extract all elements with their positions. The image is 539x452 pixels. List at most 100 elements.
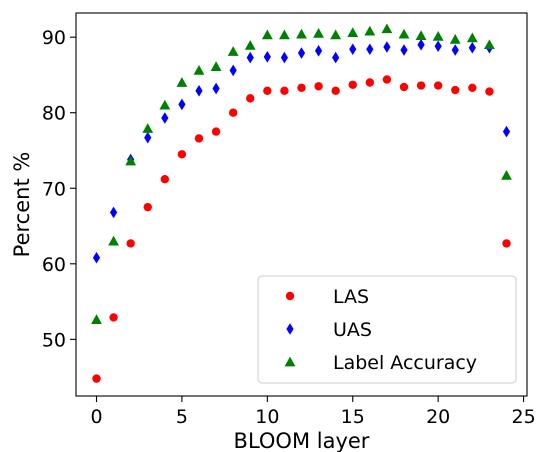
plot-frame — [75, 12, 528, 397]
uas-point — [92, 251, 101, 264]
label-accuracy-point — [125, 155, 137, 166]
x-tick-label: 10 — [255, 406, 279, 428]
uas-point — [383, 41, 391, 53]
uas-point — [451, 44, 459, 56]
las-point — [109, 313, 118, 322]
uas-point — [366, 43, 374, 56]
y-tick-label: 80 — [42, 103, 66, 125]
las-point — [399, 82, 409, 92]
las-point — [348, 80, 357, 89]
las-point — [468, 83, 477, 92]
label-accuracy-point — [296, 28, 307, 39]
label-accuracy-point — [449, 34, 461, 44]
legend: LAS UAS Label Accuracy — [257, 275, 517, 384]
las-point — [314, 82, 323, 91]
las-point — [502, 239, 511, 248]
las-point — [228, 108, 238, 117]
label-accuracy-point — [210, 61, 222, 71]
label-accuracy-point — [501, 170, 512, 180]
uas-point — [297, 47, 306, 59]
label-accuracy-point — [176, 77, 188, 87]
label-accuracy-point — [244, 40, 256, 50]
uas-point — [195, 85, 203, 97]
y-tick-label: 50 — [42, 329, 66, 351]
las-point — [297, 83, 306, 92]
legend-marker-las — [285, 291, 295, 301]
las-point — [365, 78, 375, 87]
label-accuracy-point — [347, 27, 359, 37]
legend-marker-uas — [286, 323, 294, 335]
las-point — [246, 94, 255, 103]
uas-point — [400, 44, 408, 56]
legend-label-uas: UAS — [333, 319, 372, 341]
series-las — [92, 75, 511, 383]
uas-point — [468, 41, 476, 54]
label-accuracy-point — [432, 31, 444, 41]
uas-point — [109, 206, 118, 219]
uas-point — [229, 64, 237, 77]
uas-point — [280, 51, 289, 64]
uas-point — [178, 98, 186, 111]
uas-point — [212, 82, 220, 95]
y-tick-label: 70 — [42, 178, 66, 200]
uas-point — [434, 40, 442, 53]
las-point — [194, 134, 204, 143]
label-accuracy-point — [261, 29, 273, 40]
label-accuracy-point — [466, 32, 478, 43]
uas-point — [502, 125, 511, 138]
uas-point — [263, 51, 271, 63]
label-accuracy-point — [398, 28, 410, 39]
las-point — [126, 239, 135, 248]
y-axis-label: Percent % — [10, 152, 34, 258]
uas-point — [332, 51, 340, 64]
las-point — [211, 127, 221, 136]
uas-point — [161, 112, 169, 124]
label-accuracy-point — [381, 23, 393, 34]
las-point — [416, 81, 426, 90]
label-accuracy-point — [142, 123, 154, 133]
label-accuracy-point — [279, 29, 290, 40]
las-point — [280, 86, 289, 96]
label-accuracy-point — [313, 27, 324, 38]
series-label-accuracy — [91, 23, 512, 325]
las-point — [92, 374, 101, 383]
uas-point — [417, 38, 425, 51]
legend-box — [257, 275, 517, 384]
las-point — [263, 86, 272, 96]
x-tick-label: 5 — [176, 406, 188, 428]
x-tick-label: 0 — [90, 406, 102, 428]
label-accuracy-point — [484, 39, 495, 50]
las-point — [451, 85, 460, 95]
y-tick-label: 90 — [42, 27, 66, 49]
las-point — [177, 150, 187, 159]
label-accuracy-point — [330, 29, 342, 40]
uas-point — [349, 43, 357, 56]
las-point — [485, 87, 494, 96]
y-axis-ticks: 50 60 70 80 90 — [42, 27, 76, 351]
x-tick-label: 25 — [511, 406, 535, 428]
x-axis-ticks: 0 5 10 15 20 25 — [90, 396, 536, 428]
las-point — [382, 75, 392, 84]
legend-marker-label-accuracy — [284, 356, 296, 367]
x-tick-label: 15 — [341, 406, 365, 428]
x-tick-label: 20 — [426, 406, 450, 428]
label-accuracy-point — [159, 99, 171, 110]
legend-label-las: LAS — [333, 286, 369, 308]
las-point — [433, 81, 443, 90]
label-accuracy-point — [227, 46, 239, 56]
las-point — [160, 174, 170, 184]
label-accuracy-point — [91, 314, 102, 325]
uas-point — [144, 131, 152, 144]
label-accuracy-point — [108, 235, 119, 246]
uas-point — [314, 44, 323, 57]
label-accuracy-point — [364, 25, 376, 36]
y-tick-label: 60 — [42, 254, 66, 276]
uas-point — [246, 51, 254, 64]
data-markers — [91, 23, 512, 383]
label-accuracy-point — [193, 65, 205, 75]
las-point — [143, 202, 152, 212]
las-point — [331, 86, 340, 96]
legend-label-label-accuracy: Label Accuracy — [333, 352, 477, 374]
